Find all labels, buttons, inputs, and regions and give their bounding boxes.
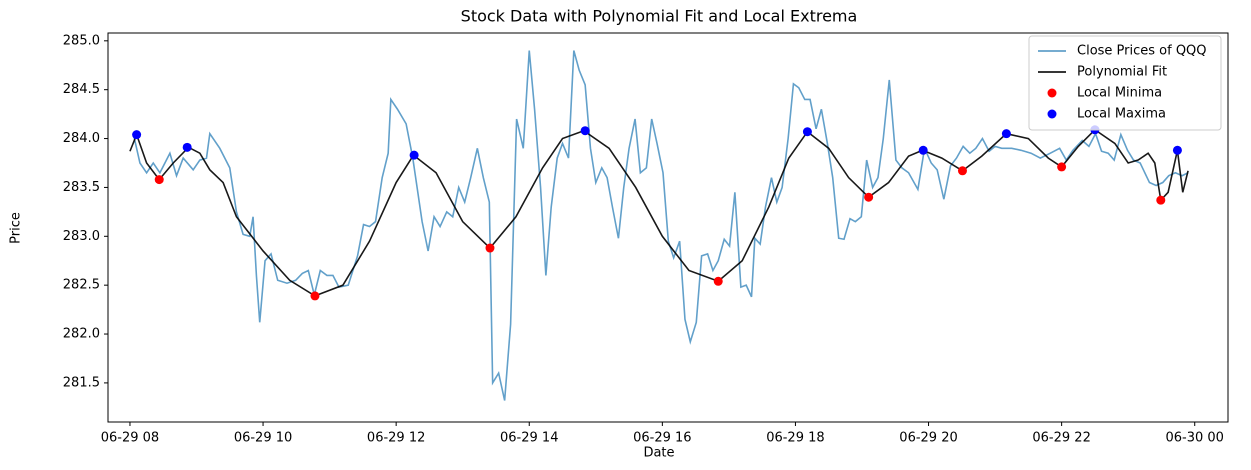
extremum-point [1057,162,1067,172]
series-line [129,128,1189,297]
x-tick-label: 06-29 14 [500,431,558,446]
x-tick-label: 06-29 22 [1032,431,1090,446]
x-tick-label: 06-30 00 [1165,431,1223,446]
y-tick-label: 282.0 [63,327,100,342]
y-tick-label: 285.0 [63,33,100,48]
y-tick-label: 282.5 [63,278,100,293]
legend-box [1028,35,1222,131]
extremum-point [1172,145,1182,155]
extremum-point [918,145,928,155]
x-tick-label: 06-29 12 [367,431,425,446]
x-axis-label: Date [643,446,674,461]
legend-label: Polynomial Fit [1077,65,1167,80]
extremum-point [1156,195,1166,205]
legend-marker [1047,88,1057,98]
extremum-point [154,175,164,185]
y-tick-label: 284.5 [63,82,100,97]
extremum-point [864,192,874,202]
legend-label: Local Minima [1077,86,1162,101]
x-tick-label: 06-29 10 [234,431,292,446]
extremum-point [409,150,419,160]
extremum-point [310,291,320,301]
extremum-point [802,127,812,137]
y-tick-label: 281.5 [63,375,100,390]
x-tick-label: 06-29 20 [899,431,957,446]
plot-frame [107,32,1229,423]
extremum-point [132,130,142,140]
x-tick-label: 06-29 08 [101,431,159,446]
x-tick-label: 06-29 18 [766,431,824,446]
extremum-point [1001,129,1011,139]
legend-label: Close Prices of QQQ [1077,44,1207,59]
extremum-point [957,166,967,176]
y-axis-label: Price [9,212,24,244]
extremum-point [580,126,590,136]
legend-marker [1047,109,1057,119]
legend-label: Local Maxima [1077,107,1166,122]
extremum-point [182,142,192,152]
extremum-point [485,243,495,253]
series-line [132,50,1189,401]
x-tick-label: 06-29 16 [633,431,691,446]
y-tick-label: 283.0 [63,229,100,244]
chart-title: Stock Data with Polynomial Fit and Local… [461,7,858,26]
extremum-point [713,276,723,286]
y-tick-label: 284.0 [63,131,100,146]
y-tick-label: 283.5 [63,180,100,195]
